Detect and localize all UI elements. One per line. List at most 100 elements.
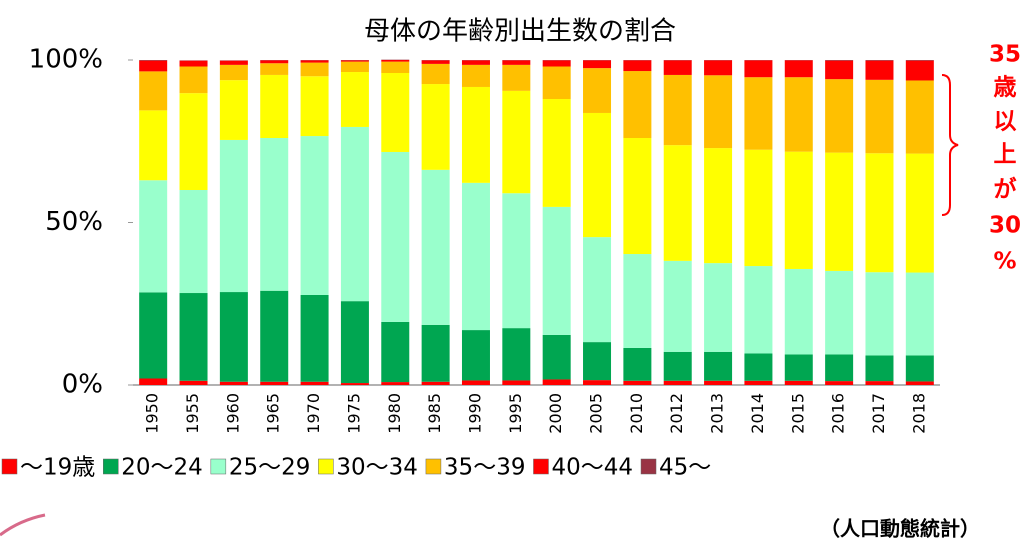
bar-segment	[784, 151, 813, 269]
bar-segment	[219, 64, 248, 81]
bar-segment	[825, 354, 854, 382]
bar-segment	[784, 77, 813, 152]
bar-segment	[139, 180, 168, 293]
bar-segment	[502, 64, 531, 91]
x-tick-label: 1955	[183, 393, 202, 434]
bar-segment	[663, 74, 692, 146]
bar-segment	[461, 330, 490, 381]
bar-segment	[461, 86, 490, 183]
annotation: 歳	[994, 75, 1017, 101]
bar-segment	[905, 60, 934, 61]
bar-segment	[461, 64, 490, 87]
bar-segment	[179, 60, 208, 67]
bar-segment	[219, 139, 248, 293]
x-tick-label: 1985	[425, 393, 444, 434]
bar-segment	[300, 60, 329, 63]
bar-segment	[704, 75, 733, 149]
x-tick-label: 2017	[869, 393, 888, 434]
x-tick-label: 1965	[264, 393, 283, 434]
bar-segment	[340, 72, 369, 127]
bar-segment	[542, 334, 571, 380]
x-tick-label: 2012	[667, 393, 686, 434]
legend-label: 40～44	[551, 455, 633, 481]
bar-segment	[905, 355, 934, 382]
bar-segment	[623, 60, 652, 72]
bar-segment	[300, 381, 329, 385]
legend-swatch	[425, 458, 442, 475]
bar-segment	[865, 272, 894, 356]
legend-swatch	[1, 458, 18, 475]
bar-segment	[461, 182, 490, 331]
bar-segment	[542, 60, 571, 67]
bar-segment	[340, 301, 369, 384]
bar-segment	[825, 79, 854, 153]
legend-label: 20～24	[121, 455, 203, 481]
bar-segment	[905, 60, 934, 81]
bar-segment	[381, 382, 410, 385]
bar-segment	[502, 380, 531, 385]
bar-segment	[260, 290, 289, 382]
bar-segment	[905, 272, 934, 356]
bar-segment	[139, 378, 168, 385]
bar-segment	[260, 74, 289, 138]
bar-segment	[583, 342, 612, 381]
bar-segment	[825, 60, 854, 80]
bar-segment	[300, 136, 329, 295]
x-tick-label: 1995	[506, 393, 525, 434]
x-tick-label: 2018	[909, 393, 928, 434]
chart-title: 母体の年齢別出生数の割合	[364, 17, 676, 47]
annotation: 以	[994, 109, 1017, 135]
bar-segment	[623, 138, 652, 255]
bar-segment	[502, 193, 531, 329]
annotation: が	[994, 176, 1017, 203]
x-tick-label: 1990	[465, 393, 484, 434]
bar-segment	[542, 99, 571, 207]
bar-segment	[865, 60, 894, 80]
bar-segment	[583, 68, 612, 113]
bar-segment	[461, 60, 490, 65]
bar-segment	[663, 145, 692, 261]
y-tick-label: 0%	[62, 370, 103, 400]
bar-segment	[583, 237, 612, 343]
x-tick-label: 2014	[748, 393, 767, 434]
bar-segment	[421, 381, 450, 385]
annotation: 上	[994, 142, 1017, 168]
bar-segment	[784, 354, 813, 381]
bar-segment	[663, 380, 692, 385]
legend-label: 30～34	[336, 455, 418, 481]
bar-segment	[865, 153, 894, 273]
bar-segment	[139, 110, 168, 181]
annotation: %	[993, 249, 1016, 275]
bar-segment	[542, 206, 571, 335]
annotation: 35	[989, 42, 1021, 68]
bar-segment	[139, 60, 168, 61]
x-tick-label: 1980	[385, 393, 404, 434]
bar-segment	[421, 324, 450, 382]
legend-label: 45～	[659, 455, 711, 481]
bar-segment	[905, 80, 934, 154]
bar-segment	[744, 353, 773, 381]
bar-segment	[260, 60, 289, 64]
bar-segment	[583, 380, 612, 385]
x-tick-label: 1975	[344, 393, 363, 434]
bar-segment	[623, 71, 652, 138]
bar-segment	[744, 149, 773, 267]
bar-segment	[179, 380, 208, 385]
bar-segment	[704, 263, 733, 352]
bar-segment	[623, 380, 652, 385]
bar-segment	[905, 381, 934, 385]
bar-segment	[219, 292, 248, 382]
bar-segment	[461, 380, 490, 385]
bar-segment	[260, 138, 289, 291]
bar-segment	[421, 63, 450, 85]
bar-segment	[784, 60, 813, 78]
x-tick-label: 2010	[627, 393, 646, 434]
bar-segment	[300, 62, 329, 77]
bar-segment	[260, 63, 289, 75]
bar-segment	[825, 60, 854, 61]
bar-segment	[421, 84, 450, 170]
bar-segment	[381, 151, 410, 322]
annotation: 30	[989, 213, 1021, 239]
bar-segment	[179, 93, 208, 190]
